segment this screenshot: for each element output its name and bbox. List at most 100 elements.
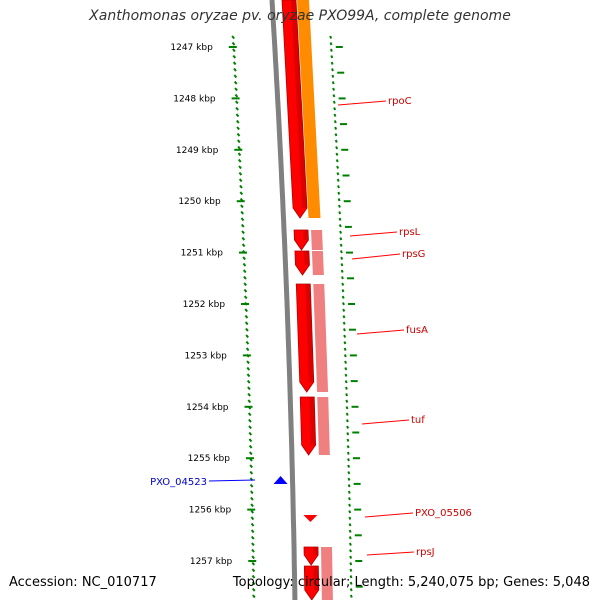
outer-ring-dot: [237, 158, 242, 163]
outer-ring-dot: [234, 87, 238, 92]
inner-ring-dot: [345, 412, 349, 416]
outer-ring-dot: [237, 145, 241, 150]
outer-ring-dot: [231, 41, 236, 46]
inner-ring-dot: [344, 360, 347, 364]
gene-PXO_05506-arrow: [303, 515, 318, 522]
inner-ring-dot: [337, 185, 340, 189]
inner-ring-dot: [329, 48, 333, 52]
outer-ring-dot: [232, 48, 236, 53]
outer-ring-dot: [239, 184, 243, 189]
inner-ring-dot: [344, 367, 348, 371]
ruler-tick-label: 1249 kbp: [176, 146, 219, 156]
inner-ring-dot: [348, 503, 352, 507]
outer-ring-dot: [234, 100, 239, 105]
outer-ring-dot: [251, 542, 255, 547]
inner-ring-dot: [334, 126, 338, 130]
conserved-feature-band: [311, 251, 324, 275]
outer-ring-dot: [240, 217, 245, 222]
inner-ring-dot: [341, 282, 345, 286]
outer-ring-dot: [250, 509, 255, 514]
conserved-feature-band: [320, 547, 333, 600]
inner-ring-dot: [339, 243, 343, 247]
gene-next-arrow-shade: [313, 566, 319, 590]
outer-ring-dot: [236, 119, 240, 124]
outer-ring-dot: [244, 308, 249, 313]
gene-leader-line: [366, 551, 415, 556]
outer-ring-dot: [235, 106, 239, 111]
orange-feature-band: [297, 0, 321, 218]
outer-ring-dot: [234, 93, 239, 98]
inner-ring-dot: [349, 588, 353, 592]
gene-rpsJ-arrow-shade: [313, 547, 319, 555]
outer-ring-dot: [246, 379, 251, 384]
outer-ring-dot: [246, 360, 250, 365]
outer-ring-dot: [248, 431, 253, 436]
inner-ring-dot: [349, 594, 353, 598]
gene-fusA-arrow-shade: [305, 284, 314, 382]
gene-rpsJ-arrow: [303, 546, 319, 566]
inner-ring-dot: [338, 224, 342, 228]
outer-ring-dot: [251, 535, 255, 540]
gene-rpoC-arrow-shade: [291, 0, 308, 208]
outer-ring-dot: [246, 373, 251, 378]
outer-ring-dot: [247, 412, 252, 417]
gene-leader-line: [361, 419, 410, 425]
accession-text: Accession: NC_010717: [9, 575, 157, 590]
inner-ring-dot: [335, 159, 339, 163]
gene-label-PXO_04523: PXO_04523: [150, 477, 207, 488]
outer-ring-dot: [249, 470, 254, 475]
inner-ring-dot: [349, 581, 353, 585]
inner-ring-dot: [342, 308, 346, 312]
inner-ring-dot: [342, 321, 346, 325]
outer-ring-dot: [248, 418, 252, 423]
inner-ring-dot: [346, 451, 350, 455]
outer-ring-dot: [251, 561, 256, 566]
inner-ring-dot: [349, 568, 353, 572]
gene-label-rpsJ: rpsJ: [416, 547, 435, 558]
outer-ring-dot: [231, 35, 235, 40]
inner-ring-dot: [336, 165, 340, 169]
inner-ring-dot: [338, 217, 342, 221]
inner-ring-dot: [331, 68, 334, 72]
inner-ring-dot: [346, 425, 350, 429]
ruler-tick-label: 1256 kbp: [189, 506, 232, 516]
gene-label-PXO_05506: PXO_05506: [415, 508, 472, 519]
gene-leader-line: [208, 479, 256, 482]
gene-label-rpoC: rpoC: [388, 96, 412, 107]
ruler-tick-label: 1251 kbp: [181, 249, 224, 259]
conserved-feature-band: [311, 230, 323, 250]
inner-ring-dot: [348, 536, 352, 540]
inner-ring-dot: [332, 87, 336, 91]
inner-ring-dot: [343, 334, 347, 338]
outer-ring-dot: [249, 451, 253, 456]
outer-ring-dot: [243, 275, 247, 280]
inner-ring-dot: [338, 211, 342, 215]
conserved-feature-band: [313, 284, 329, 392]
outer-ring-dot: [249, 483, 254, 488]
outer-ring-dot: [247, 392, 251, 397]
outer-ring-dot: [250, 529, 255, 534]
outer-ring-dot: [251, 548, 255, 553]
inner-ring-dot: [347, 477, 351, 481]
inner-ring-dot: [348, 516, 352, 520]
outer-ring-dot: [250, 490, 254, 495]
inner-ring-dot: [349, 549, 352, 553]
gene-leader-line: [349, 231, 398, 237]
inner-ring-dot: [340, 269, 344, 273]
gene-tuf-arrow: [299, 396, 317, 456]
outer-ring-dot: [244, 321, 249, 326]
inner-ring-dot: [343, 341, 347, 345]
inner-ring-dot: [332, 94, 336, 98]
outer-ring-dot: [240, 210, 244, 215]
outer-ring-dot: [248, 444, 253, 449]
inner-ring-dot: [341, 295, 345, 299]
inner-ring-dot: [341, 289, 345, 293]
inner-ring-dot: [343, 347, 347, 351]
inner-ring-dot: [346, 445, 350, 449]
inner-ring-dot: [344, 373, 348, 377]
outer-ring-dot: [251, 555, 255, 560]
gene-label-rpsG: rpsG: [402, 249, 425, 260]
outer-ring-dot: [244, 314, 249, 319]
inner-ring-dot: [336, 178, 340, 182]
